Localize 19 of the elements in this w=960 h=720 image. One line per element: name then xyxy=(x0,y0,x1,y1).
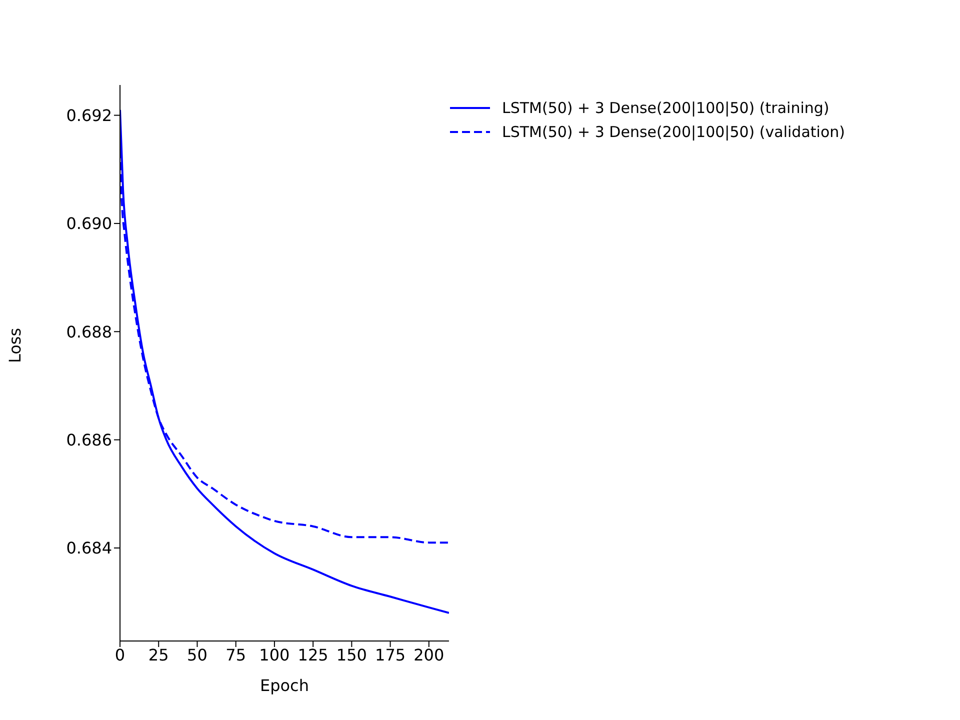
legend-label: LSTM(50) + 3 Dense(200|100|50) (training) xyxy=(502,99,830,117)
x-tick-label: 25 xyxy=(148,645,169,664)
x-axis-title: Epoch xyxy=(260,676,309,695)
x-tick-label: 100 xyxy=(259,645,290,664)
line-series xyxy=(120,108,449,614)
y-tick-label: 0.690 xyxy=(66,214,112,234)
x-tick-label: 75 xyxy=(226,645,246,664)
x-tick-label: 125 xyxy=(298,645,328,664)
y-tick-label: 0.692 xyxy=(66,106,112,125)
y-tick-label: 0.686 xyxy=(66,430,112,450)
y-axis-title: Loss xyxy=(6,328,25,363)
x-tick-label: 150 xyxy=(336,645,367,664)
x-tick-label: 175 xyxy=(375,645,406,664)
x-tick-label: 50 xyxy=(187,645,208,664)
y-tick-label: 0.684 xyxy=(66,538,112,558)
x-tick-label: 200 xyxy=(414,645,444,664)
y-tick-label: 0.688 xyxy=(66,322,112,342)
legend-label: LSTM(50) + 3 Dense(200|100|50) (validation) xyxy=(502,123,845,141)
x-tick-label: 0 xyxy=(114,645,126,664)
